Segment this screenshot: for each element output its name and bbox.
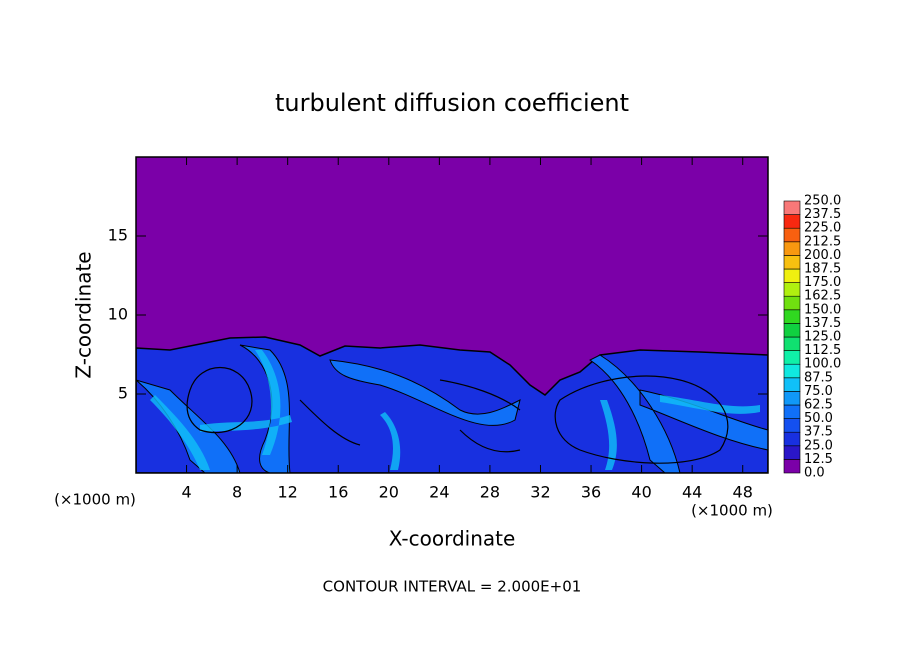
x-tick-label: 36 <box>581 483 601 502</box>
colorbar-label: 87.5 <box>804 370 833 385</box>
colorbar-swatch <box>783 227 801 243</box>
colorbar-swatch <box>783 336 801 351</box>
chart-title: turbulent diffusion coefficient <box>275 89 629 117</box>
colorbar-swatch <box>783 200 801 215</box>
contour-field <box>136 336 768 473</box>
colorbar-swatch <box>783 431 801 447</box>
colorbar-label: 250.0 <box>804 194 841 209</box>
x-unit-label: (×1000 m) <box>54 491 136 509</box>
field-contour <box>186 367 729 464</box>
colorbar-label: 200.0 <box>804 248 841 263</box>
colorbar-label: 25.0 <box>804 438 833 453</box>
colorbar-label: 225.0 <box>804 221 841 236</box>
colorbar-swatch <box>783 418 801 433</box>
y-tick-label: 15 <box>108 226 128 245</box>
colorbar-label: 75.0 <box>804 384 833 399</box>
colorbar-swatch <box>783 323 801 338</box>
colorbar-swatch <box>783 459 801 474</box>
x-axis-label: X-coordinate <box>389 527 516 551</box>
colorbar-swatch <box>783 282 801 297</box>
x-tick-label: 24 <box>429 483 449 502</box>
field-swirl <box>150 350 760 470</box>
colorbar-swatch <box>783 445 801 460</box>
colorbar-swatch <box>783 255 801 270</box>
x-tick-label: 44 <box>682 483 702 502</box>
colorbar-label: 37.5 <box>804 425 833 440</box>
colorbar-swatch <box>783 363 801 379</box>
colorbar-label: 50.0 <box>804 411 833 426</box>
colorbar-label: 137.5 <box>804 316 841 331</box>
colorbar-swatch <box>783 241 801 256</box>
colorbar-swatch <box>783 268 801 283</box>
colorbar-swatch <box>783 377 801 392</box>
x-tick-label: 20 <box>379 483 399 502</box>
y-tick-label: 5 <box>118 384 128 403</box>
colorbar-label: 175.0 <box>804 275 841 290</box>
colorbar-label: 100.0 <box>804 357 841 372</box>
colorbar-swatch <box>783 295 801 311</box>
x-unit-label: (×1000 m) <box>691 502 773 520</box>
colorbar-label: 62.5 <box>804 398 833 413</box>
colorbar-swatch <box>783 214 801 229</box>
colorbar-swatch <box>783 350 801 365</box>
colorbar-label: 187.5 <box>804 262 841 277</box>
colorbar-label: 237.5 <box>804 207 841 222</box>
colorbar-swatch <box>783 404 801 419</box>
x-tick-label: 16 <box>328 483 348 502</box>
colorbar-label: 0.0 <box>804 466 825 481</box>
x-tick-label: 4 <box>181 483 191 502</box>
x-tick-label: 12 <box>278 483 298 502</box>
field-swirl <box>136 344 768 473</box>
colorbar-label: 150.0 <box>804 302 841 317</box>
colorbar-label: 112.5 <box>804 343 841 358</box>
colorbar-label: 12.5 <box>804 452 833 467</box>
y-tick-label: 10 <box>108 305 128 324</box>
colorbar-label: 212.5 <box>804 234 841 249</box>
x-tick-label: 28 <box>480 483 500 502</box>
x-tick-label: 32 <box>530 483 550 502</box>
y-axis-label: Z-coordinate <box>72 251 96 378</box>
x-tick-label: 40 <box>631 483 651 502</box>
footnote: CONTOUR INTERVAL = 2.000E+01 <box>323 578 582 596</box>
colorbar-swatch <box>783 391 801 406</box>
colorbar-label: 125.0 <box>804 330 841 345</box>
colorbar-swatch <box>783 309 801 324</box>
x-tick-label: 48 <box>733 483 753 502</box>
x-tick-label: 8 <box>232 483 242 502</box>
colorbar-label: 162.5 <box>804 289 841 304</box>
